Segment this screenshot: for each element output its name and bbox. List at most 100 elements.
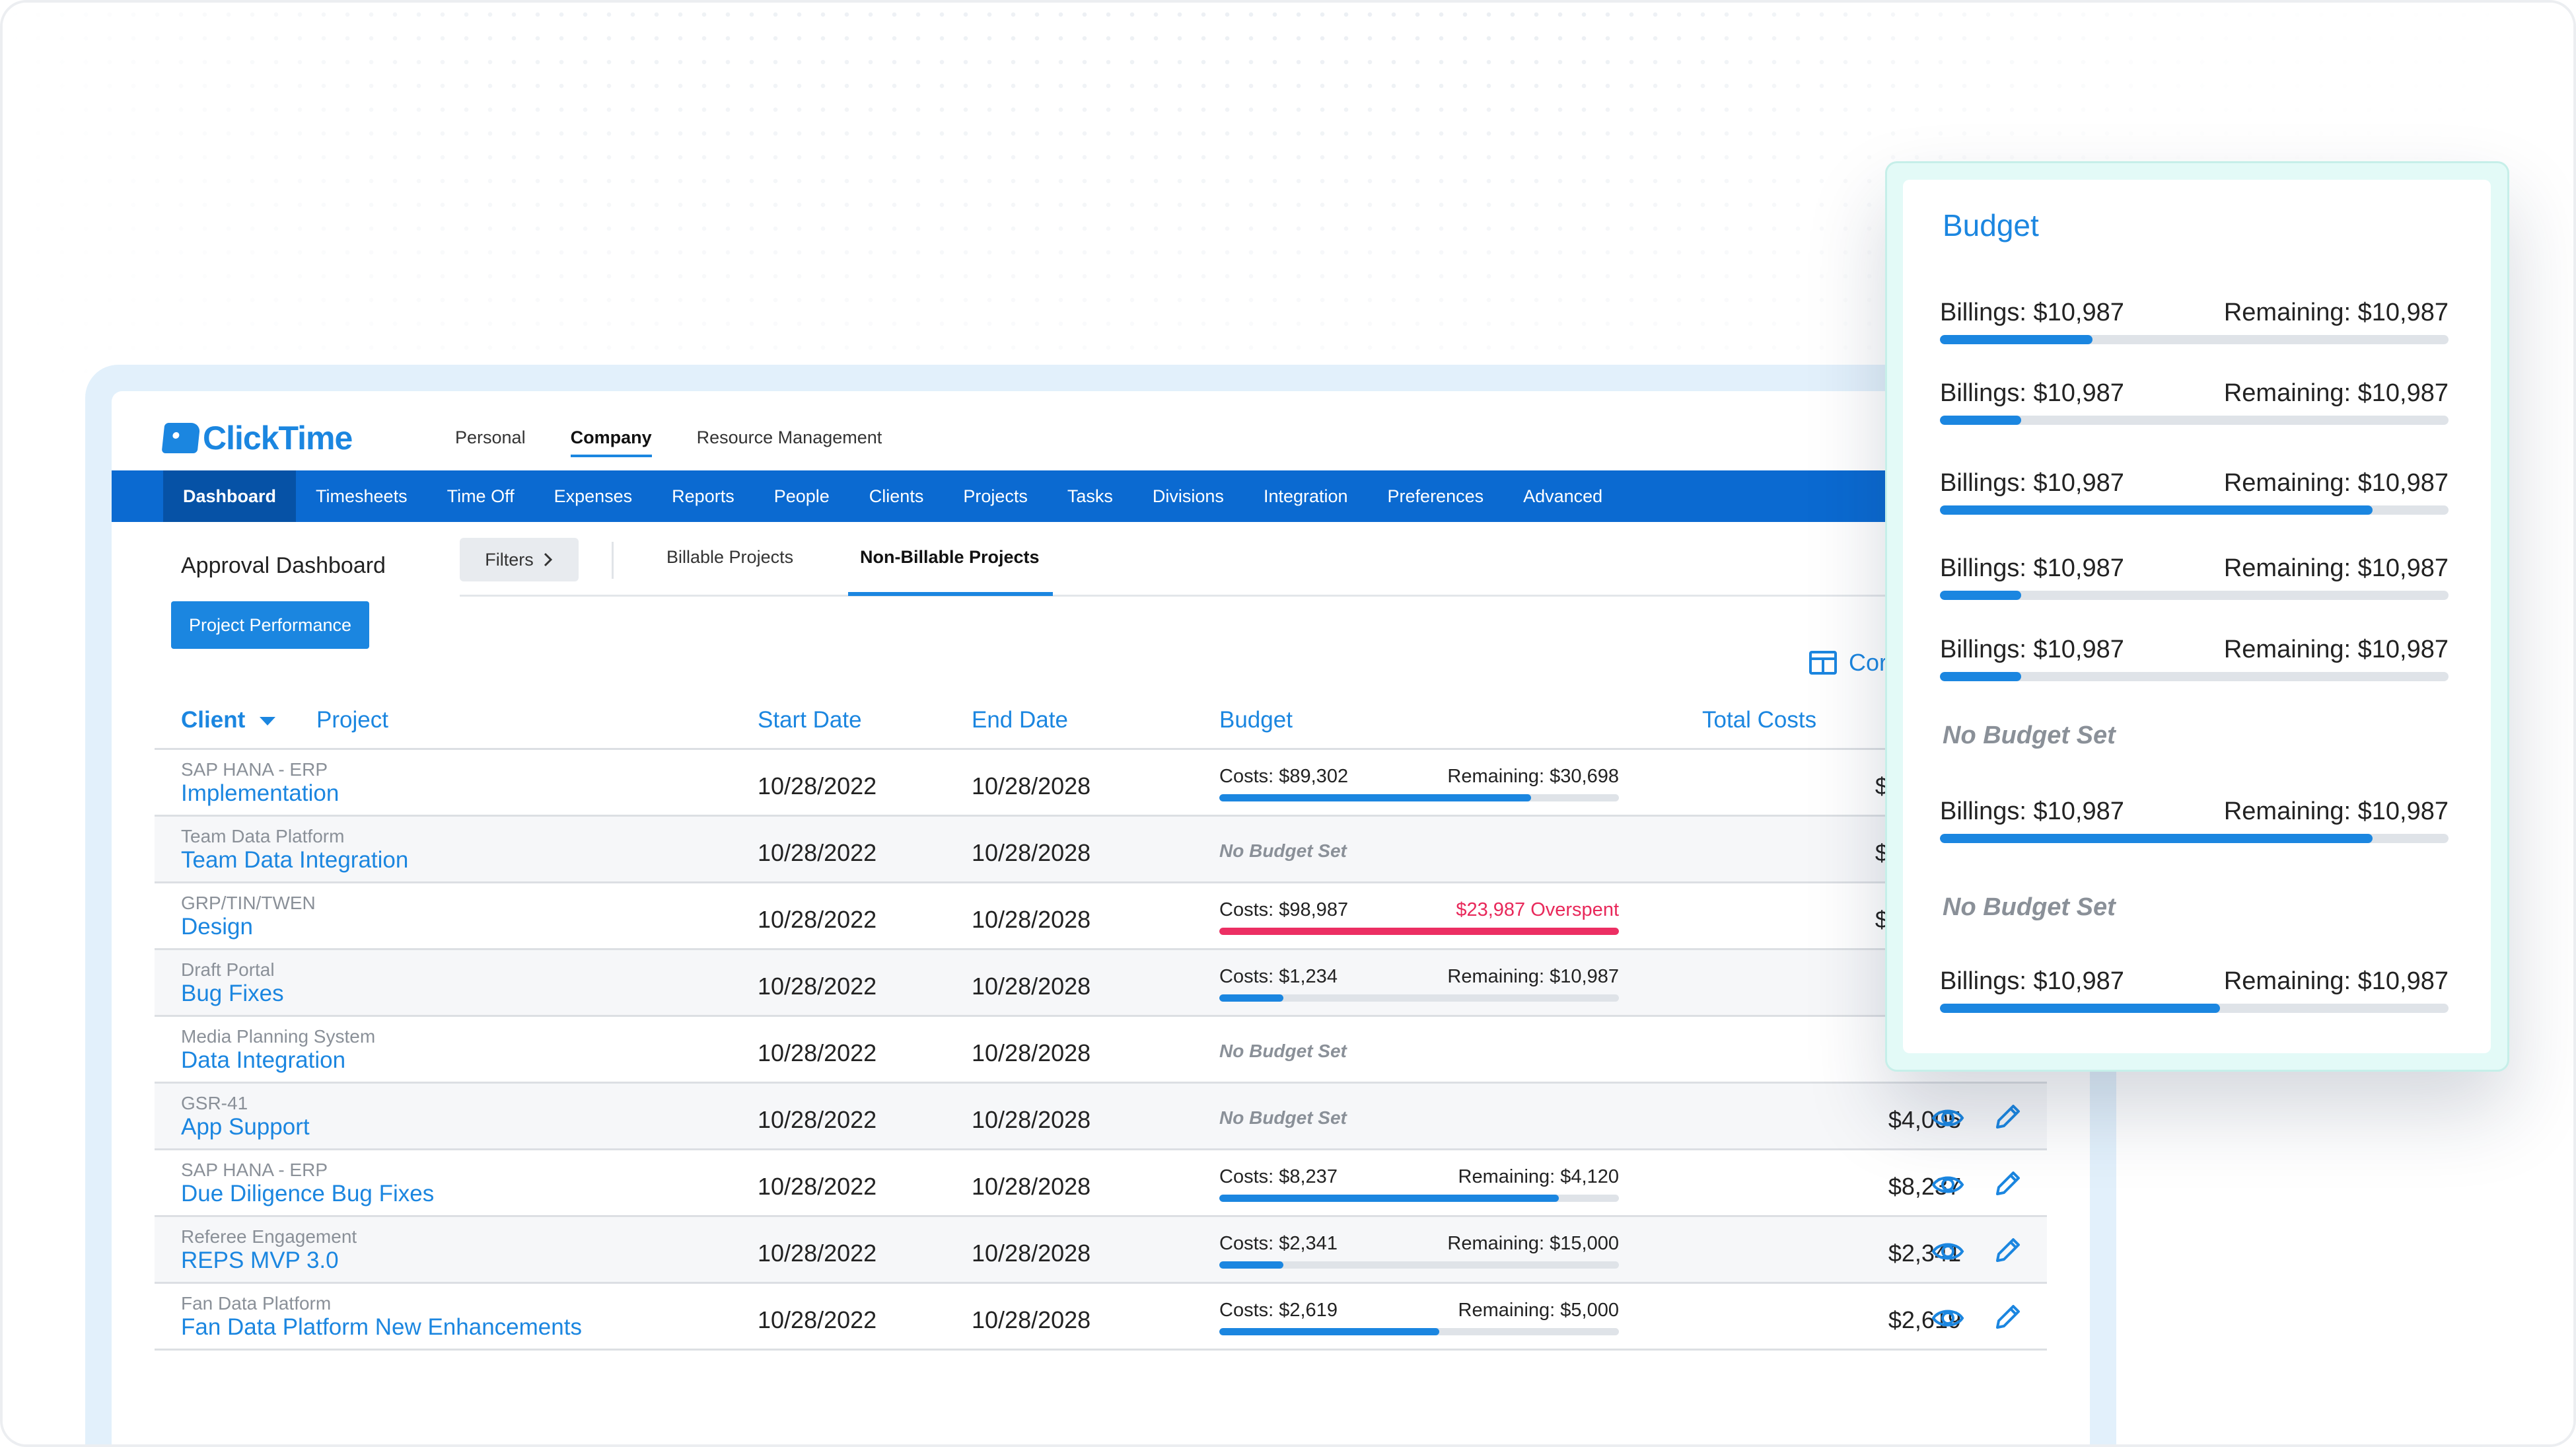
top-nav-item-personal[interactable]: Personal <box>455 427 526 447</box>
client-name: Draft Portal <box>181 959 275 980</box>
project-link[interactable]: Due Diligence Bug Fixes <box>181 1181 435 1206</box>
eye-icon[interactable] <box>1931 1171 1964 1198</box>
project-link[interactable]: REPS MVP 3.0 <box>181 1247 339 1273</box>
budget-remaining: Remaining: $4,120 <box>1458 1166 1619 1187</box>
budget-labels: Costs: $8,237 Remaining: $4,120 <box>1219 1166 1619 1188</box>
tab-non-billable-projects[interactable]: Non-Billable Projects <box>860 547 1040 567</box>
pencil-icon[interactable] <box>1992 1102 2022 1132</box>
nav-item-tasks[interactable]: Tasks <box>1067 486 1113 506</box>
project-link[interactable]: Design <box>181 914 253 940</box>
budget-popover: Budget Billings: $10,987 Remaining: $10,9… <box>1903 180 2491 1053</box>
budget-progress-bar <box>1219 994 1619 1002</box>
project-link[interactable]: Fan Data Platform New Enhancements <box>181 1314 582 1340</box>
logo-text: ClickTime <box>203 420 353 457</box>
budget-progress-fill <box>1219 1195 1559 1202</box>
header-project[interactable]: Project <box>316 707 388 733</box>
header-start-date[interactable]: Start Date <box>758 707 862 733</box>
popover-billings: Billings: $10,987 <box>1940 379 2124 407</box>
nav-item-expenses[interactable]: Expenses <box>554 486 633 506</box>
project-link[interactable]: Bug Fixes <box>181 981 284 1006</box>
popover-remaining: Remaining: $10,987 <box>2223 636 2449 663</box>
nav-item-integration[interactable]: Integration <box>1263 486 1348 506</box>
columns-icon <box>1809 651 1837 675</box>
popover-progress-bar <box>1940 591 2449 600</box>
nav-item-preferences[interactable]: Preferences <box>1387 486 1484 506</box>
popover-budget-item: Billings: $10,987 Remaining: $10,987 <box>1940 299 2449 344</box>
end-date: 10/28/2028 <box>972 1173 1091 1200</box>
budget-costs: Costs: $98,987 <box>1219 899 1349 920</box>
eye-icon[interactable] <box>1931 1105 1964 1131</box>
budget-progress-bar <box>1219 928 1619 935</box>
eye-icon[interactable] <box>1931 1238 1964 1265</box>
nav-item-divisions[interactable]: Divisions <box>1152 486 1224 506</box>
popover-budget-item: Billings: $10,987 Remaining: $10,987 <box>1940 469 2449 515</box>
main-nav: Dashboard Timesheets Time Off Expenses Repor… <box>112 470 2090 522</box>
nav-item-clients[interactable]: Clients <box>869 486 924 506</box>
budget-labels: Costs: $2,619 Remaining: $5,000 <box>1219 1300 1619 1321</box>
start-date: 10/28/2022 <box>758 1173 877 1200</box>
nav-item-advanced[interactable]: Advanced <box>1523 486 1603 506</box>
project-link[interactable]: App Support <box>181 1114 310 1140</box>
popover-budget-item: Billings: $10,987 Remaining: $10,987 <box>1940 798 2449 843</box>
popover-remaining: Remaining: $10,987 <box>2223 554 2449 582</box>
eye-icon[interactable] <box>1931 1305 1964 1331</box>
popover-progress-bar <box>1940 416 2449 425</box>
table-row: Referee Engagement REPS MVP 3.0 10/28/2022… <box>155 1217 2047 1284</box>
end-date: 10/28/2028 <box>972 1039 1091 1066</box>
top-nav-item-resource-management[interactable]: Resource Management <box>696 427 882 447</box>
end-date: 10/28/2028 <box>972 1306 1091 1333</box>
popover-budget-labels: Billings: $10,987 Remaining: $10,987 <box>1940 299 2449 327</box>
budget-cell: Costs: $98,987 $23,987 Overspent <box>1219 899 1619 935</box>
nav-item-projects[interactable]: Projects <box>963 486 1028 506</box>
project-link[interactable]: Data Integration <box>181 1047 346 1073</box>
caret-down-icon <box>260 717 276 726</box>
popover-remaining: Remaining: $10,987 <box>2223 798 2449 825</box>
table-header-divider <box>155 748 2047 750</box>
start-date: 10/28/2022 <box>758 1106 877 1133</box>
budget-cell: Costs: $89,302 Remaining: $30,698 <box>1219 766 1619 801</box>
tab-billable-projects[interactable]: Billable Projects <box>666 547 794 567</box>
end-date: 10/28/2028 <box>972 1240 1091 1267</box>
clicktime-logo-icon <box>161 423 201 453</box>
pencil-icon[interactable] <box>1992 1302 2022 1333</box>
end-date: 10/28/2028 <box>972 1106 1091 1133</box>
start-date: 10/28/2022 <box>758 1240 877 1267</box>
header-budget[interactable]: Budget <box>1219 707 1293 733</box>
budget-labels: Costs: $2,341 Remaining: $15,000 <box>1219 1233 1619 1255</box>
budget-progress-fill <box>1219 1328 1439 1335</box>
table-row: Fan Data Platform Fan Data Platform New E… <box>155 1284 2047 1351</box>
popover-progress-fill <box>1940 505 2373 515</box>
filters-button[interactable]: Filters <box>460 538 579 581</box>
budget-cell: Costs: $1,234 Remaining: $10,987 <box>1219 966 1619 1002</box>
pencil-icon[interactable] <box>1992 1169 2022 1199</box>
project-link[interactable]: Team Data Integration <box>181 847 409 873</box>
nav-item-people[interactable]: People <box>773 486 830 506</box>
popover-no-budget: No Budget Set <box>1943 893 2116 921</box>
top-nav-item-company[interactable]: Company <box>570 418 652 457</box>
nav-item-timesheets[interactable]: Timesheets <box>316 486 408 506</box>
start-date: 10/28/2022 <box>758 1306 877 1333</box>
popover-budget-item: Billings: $10,987 Remaining: $10,987 <box>1940 379 2449 425</box>
table-row: Draft Portal Bug Fixes 10/28/2022 10/28/202… <box>155 950 2047 1017</box>
budget-progress-bar <box>1219 1195 1619 1202</box>
client-name: SAP HANA - ERP <box>181 1160 328 1180</box>
nav-item-time-off[interactable]: Time Off <box>447 486 515 506</box>
project-link[interactable]: Implementation <box>181 780 340 806</box>
header-client[interactable]: Client <box>181 707 276 733</box>
header-end-date[interactable]: End Date <box>972 707 1068 733</box>
nav-item-dashboard[interactable]: Dashboard <box>163 470 297 522</box>
header-total-costs[interactable]: Total Costs <box>1702 707 1817 733</box>
popover-title: Budget <box>1943 208 2039 242</box>
popover-remaining: Remaining: $10,987 <box>2223 469 2449 497</box>
project-performance-button[interactable]: Project Performance <box>171 601 369 649</box>
popover-billings: Billings: $10,987 <box>1940 299 2124 326</box>
popover-progress-fill <box>1940 335 2093 344</box>
client-name: Media Planning System <box>181 1026 376 1047</box>
popover-budget-labels: Billings: $10,987 Remaining: $10,987 <box>1940 798 2449 826</box>
pencil-icon[interactable] <box>1992 1236 2022 1266</box>
budget-remaining: Remaining: $15,000 <box>1447 1233 1619 1254</box>
chevron-right-icon <box>544 552 552 567</box>
nav-item-reports[interactable]: Reports <box>672 486 734 506</box>
clicktime-logo[interactable]: ClickTime <box>161 415 353 461</box>
columns-button[interactable]: Cor <box>1809 649 1887 677</box>
